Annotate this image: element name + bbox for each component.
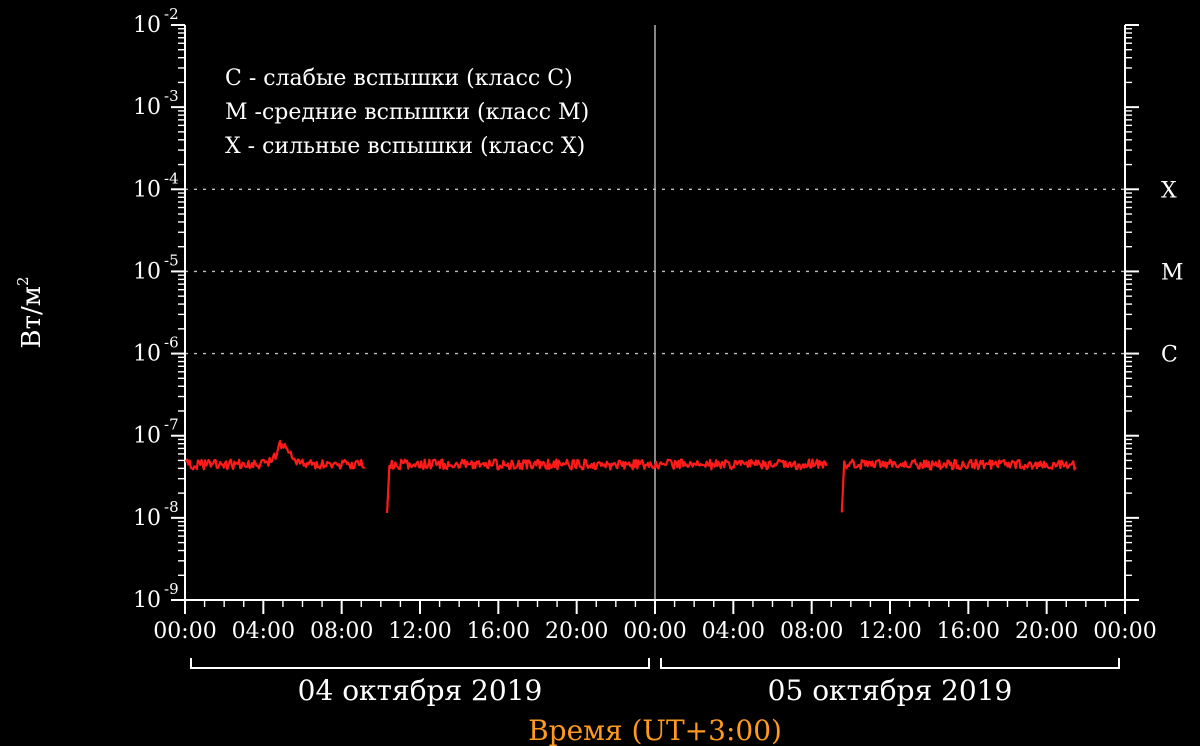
svg-text:10: 10 [133, 342, 161, 367]
legend-line: C - слабые вспышки (класс C) [225, 66, 573, 91]
x-tick-label: 12:00 [388, 619, 451, 644]
svg-text:10: 10 [133, 588, 161, 613]
legend-line: X - сильные вспышки (класс X) [225, 134, 585, 159]
x-tick-label: 00:00 [1093, 619, 1156, 644]
svg-text:10: 10 [133, 13, 161, 38]
svg-text:-4: -4 [164, 169, 179, 187]
x-tick-label: 08:00 [780, 619, 843, 644]
x-tick-label: 12:00 [858, 619, 921, 644]
svg-text:-6: -6 [164, 334, 179, 352]
svg-text:-8: -8 [164, 498, 179, 516]
x-tick-label: 20:00 [1015, 619, 1078, 644]
date-label: 05 октября 2019 [768, 674, 1013, 707]
x-tick-label: 04:00 [702, 619, 765, 644]
x-tick-label: 04:00 [232, 619, 295, 644]
svg-text:10: 10 [133, 95, 161, 120]
class-label: M [1161, 260, 1184, 285]
class-label: C [1161, 343, 1178, 368]
x-tick-label: 00:00 [153, 619, 216, 644]
chart-svg: 10-910-810-710-610-510-410-310-2XMCВт/м2… [0, 0, 1200, 746]
y-axis-label: Вт/м2 [14, 276, 47, 348]
svg-text:Вт/м2: Вт/м2 [14, 276, 47, 348]
svg-text:10: 10 [133, 506, 161, 531]
class-label: X [1161, 178, 1177, 203]
legend-line: M -средние вспышки (класс M) [225, 100, 589, 125]
svg-text:10: 10 [133, 259, 161, 284]
svg-text:-7: -7 [164, 416, 179, 434]
svg-text:10: 10 [133, 177, 161, 202]
x-tick-label: 00:00 [623, 619, 686, 644]
svg-text:10: 10 [133, 424, 161, 449]
chart-container: 10-910-810-710-610-510-410-310-2XMCВт/м2… [0, 0, 1200, 746]
date-label: 04 октября 2019 [298, 674, 543, 707]
x-tick-label: 08:00 [310, 619, 373, 644]
svg-text:-2: -2 [164, 5, 179, 23]
x-tick-label: 20:00 [545, 619, 608, 644]
svg-text:-9: -9 [164, 580, 179, 598]
x-tick-label: 16:00 [937, 619, 1000, 644]
svg-text:-3: -3 [164, 87, 179, 105]
x-axis-label: Время (UT+3:00) [528, 714, 782, 746]
x-tick-label: 16:00 [467, 619, 530, 644]
svg-text:-5: -5 [164, 251, 179, 269]
